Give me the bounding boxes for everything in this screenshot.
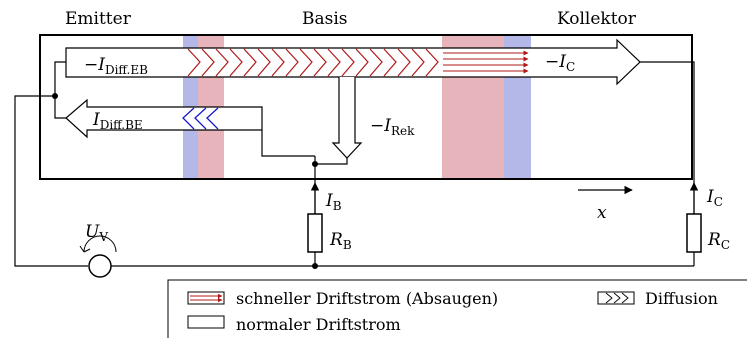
voltage-source [88, 254, 112, 278]
emitter-label: Emitter [65, 9, 132, 29]
rb-resistor [307, 213, 323, 253]
x-axis-label: x [597, 203, 607, 223]
base-diffusion-chevrons [187, 48, 439, 77]
uv-label: UV [85, 222, 108, 244]
base-junction-dot [312, 161, 318, 167]
ic-outer-label: IC [706, 187, 723, 209]
legend-normal-drift-symbol [187, 315, 225, 329]
emitter-junction-dot [52, 93, 58, 99]
legend: schneller Driftstrom (Absaugen) Diffusio… [167, 279, 747, 338]
legend-normal-drift-label: normaler Driftstrom [236, 315, 401, 334]
fast-drift-lines [443, 50, 529, 74]
rb-label: RB [329, 230, 352, 252]
legend-diffusion-symbol [597, 291, 635, 305]
idiff-be-label: IDiff.BE [92, 110, 143, 132]
base-emitter-arrow [65, 98, 263, 139]
legend-diffusion-label: Diffusion [645, 289, 718, 308]
ib-label: IB [325, 191, 342, 213]
ic-inner-label: −IC [545, 52, 575, 74]
idiff-eb-label: −IDiff.EB [84, 55, 148, 77]
uv-arc-arrow [83, 235, 117, 253]
legend-fast-drift-symbol [187, 291, 225, 305]
legend-fast-drift-label: schneller Driftstrom (Absaugen) [236, 289, 498, 308]
recombination-arrow [331, 77, 363, 159]
emitter-wiring [14, 61, 88, 267]
emitter-diffusion-chevrons [182, 107, 219, 130]
base-label: Basis [302, 9, 348, 29]
irek-label: −IRek [370, 116, 415, 138]
collector-label: Kollektor [557, 9, 637, 29]
transistor-body [39, 34, 693, 180]
rc-label: RC [707, 230, 730, 252]
collector-wiring [640, 61, 695, 266]
emitter-collector-arrow [65, 38, 641, 86]
rc-resistor [686, 213, 702, 253]
